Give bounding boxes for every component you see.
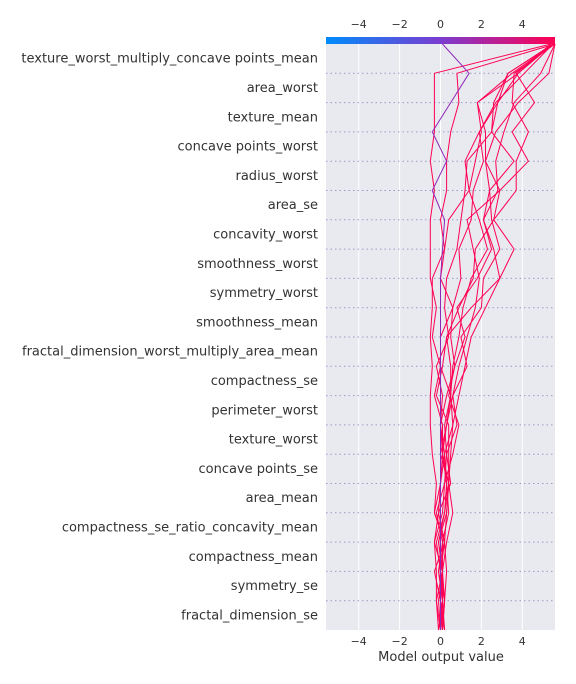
top-tick-labels: −4 −2 0 2 4 [351, 18, 526, 31]
top-tick-2: 0 [437, 18, 444, 31]
feature-label-8: symmetry_worst [210, 286, 318, 301]
feature-label-0: texture_worst_multiply_concave points_me… [21, 52, 318, 67]
feature-label-9: smoothness_mean [196, 315, 318, 330]
feature-label-18: symmetry_se [231, 579, 318, 594]
feature-label-11: compactness_se [211, 374, 318, 389]
decision-line-10 [433, 43, 556, 631]
bottom-tick-1: −2 [391, 635, 407, 648]
feature-label-10: fractal_dimension_worst_multiply_area_me… [22, 345, 318, 360]
top-tick-0: −4 [351, 18, 367, 31]
bottom-tick-0: −4 [351, 635, 367, 648]
feature-label-19: fractal_dimension_se [181, 608, 318, 623]
feature-label-13: texture_worst [229, 433, 318, 448]
decision-lines [429, 43, 556, 631]
decision-line-8 [438, 43, 552, 631]
colorbar [326, 37, 555, 44]
feature-label-15: area_mean [246, 491, 318, 506]
bottom-tick-2: 0 [437, 635, 444, 648]
x-axis-title: Model output value [378, 650, 504, 665]
feature-label-5: area_se [268, 198, 318, 213]
feature-label-1: area_worst [247, 81, 318, 96]
decision-line-12 [431, 43, 470, 630]
feature-label-16: compactness_se_ratio_concavity_mean [62, 520, 318, 535]
feature-label-6: concavity_worst [213, 227, 318, 242]
bottom-tick-3: 2 [478, 635, 485, 648]
bottom-tick-4: 4 [519, 635, 526, 648]
feature-label-17: compactness_mean [189, 550, 318, 565]
top-tick-4: 4 [519, 18, 526, 31]
decision-line-4 [433, 43, 554, 631]
feature-label-4: radius_worst [236, 169, 319, 184]
decision-line-3 [433, 43, 554, 631]
feature-labels: texture_worst_multiply_concave points_me… [21, 52, 318, 624]
top-tick-3: 2 [478, 18, 485, 31]
feature-label-2: texture_mean [228, 110, 318, 125]
feature-label-7: smoothness_worst [197, 257, 318, 272]
decision-line-2 [429, 43, 552, 631]
bottom-tick-labels: −4 −2 0 2 4 [351, 635, 526, 648]
feature-label-3: concave points_worst [177, 140, 318, 155]
top-tick-1: −2 [391, 18, 407, 31]
decision-line-7 [433, 43, 554, 631]
decision-line-11 [440, 43, 554, 631]
feature-label-14: concave points_se [199, 462, 318, 477]
feature-label-12: perimeter_worst [211, 403, 318, 418]
